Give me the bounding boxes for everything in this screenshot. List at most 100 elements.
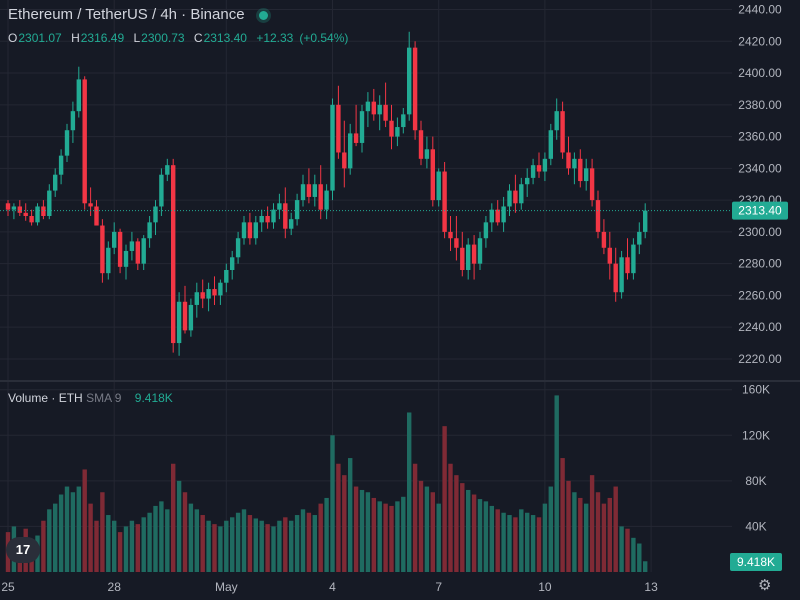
candle[interactable] [29, 209, 34, 226]
candle[interactable] [312, 174, 317, 207]
candle[interactable] [23, 203, 28, 221]
candle[interactable] [507, 184, 512, 216]
candle[interactable] [625, 238, 630, 280]
volume-axis[interactable]: 40K 80K 120K 160K [742, 383, 770, 534]
candle[interactable] [318, 165, 323, 220]
candle[interactable] [224, 263, 229, 293]
candle[interactable] [454, 216, 459, 261]
candle[interactable] [353, 104, 359, 147]
candle[interactable] [294, 193, 300, 226]
candle[interactable] [76, 66, 81, 118]
candle[interactable] [300, 174, 306, 207]
candle[interactable] [466, 238, 471, 280]
candle[interactable] [306, 168, 312, 204]
candle[interactable] [259, 209, 264, 232]
candle[interactable] [448, 216, 453, 251]
candle[interactable] [194, 282, 199, 318]
candle[interactable] [200, 279, 205, 309]
candle[interactable] [513, 174, 518, 213]
candle[interactable] [147, 216, 152, 248]
candle[interactable] [271, 203, 276, 229]
candle[interactable] [176, 292, 182, 356]
candle[interactable] [35, 203, 40, 226]
candle[interactable] [58, 149, 64, 185]
candle[interactable] [153, 200, 158, 236]
candle[interactable] [389, 104, 394, 150]
candlestick-series[interactable] [5, 31, 648, 356]
candle[interactable] [643, 203, 648, 239]
candle[interactable] [182, 285, 188, 334]
candle[interactable] [5, 200, 11, 216]
candle[interactable] [554, 98, 559, 140]
candle[interactable] [342, 120, 347, 188]
candle[interactable] [212, 276, 217, 305]
time-axis[interactable]: 25 28 May 4 7 10 13 [1, 580, 658, 594]
candle[interactable] [241, 216, 247, 245]
candle[interactable] [637, 222, 642, 255]
candle[interactable] [218, 279, 223, 305]
candle[interactable] [47, 184, 52, 220]
candle[interactable] [141, 235, 146, 270]
candle[interactable] [501, 196, 506, 232]
interval[interactable]: 4h [160, 6, 177, 23]
candle[interactable] [371, 88, 376, 121]
candle[interactable] [578, 149, 583, 188]
gear-icon[interactable]: ⚙ [758, 577, 772, 594]
candle[interactable] [460, 231, 465, 277]
candle[interactable] [265, 206, 270, 229]
candle[interactable] [230, 250, 235, 280]
candle[interactable] [412, 41, 418, 140]
candle[interactable] [477, 231, 483, 270]
candle[interactable] [17, 200, 22, 216]
candle[interactable] [253, 216, 258, 245]
candle[interactable] [206, 282, 211, 312]
candle[interactable] [471, 235, 477, 280]
candle[interactable] [235, 231, 241, 264]
candle[interactable] [82, 76, 87, 210]
candle[interactable] [117, 228, 123, 274]
candle[interactable] [560, 101, 565, 159]
candle[interactable] [613, 247, 618, 302]
candle[interactable] [401, 108, 406, 134]
candle[interactable] [330, 98, 335, 201]
candle[interactable] [70, 101, 76, 143]
candle[interactable] [418, 120, 424, 166]
price-axis[interactable]: 2220.002240.002260.002280.002300.002320.… [738, 3, 782, 366]
candle[interactable] [631, 238, 636, 280]
candle[interactable] [377, 95, 382, 131]
candle[interactable] [359, 104, 365, 153]
candle[interactable] [430, 136, 435, 207]
candle[interactable] [283, 187, 288, 239]
candle[interactable] [619, 250, 624, 299]
candle[interactable] [41, 200, 46, 220]
candle[interactable] [424, 136, 430, 169]
candle[interactable] [348, 123, 353, 175]
candle[interactable] [53, 168, 58, 197]
candle[interactable] [572, 152, 577, 185]
candle[interactable] [607, 231, 612, 280]
candle[interactable] [530, 158, 536, 185]
candle[interactable] [165, 158, 170, 182]
candle[interactable] [171, 158, 176, 353]
candle[interactable] [436, 168, 441, 207]
candle[interactable] [94, 200, 99, 226]
candle[interactable] [595, 190, 601, 239]
candle[interactable] [383, 82, 388, 128]
candle[interactable] [525, 168, 530, 197]
candle[interactable] [100, 219, 105, 283]
volume-legend[interactable]: Volume · ETH SMA 9 9.418K [8, 391, 173, 405]
candle[interactable] [483, 216, 489, 248]
candle[interactable] [489, 203, 494, 232]
candle[interactable] [106, 241, 111, 280]
candle[interactable] [247, 212, 253, 245]
candle[interactable] [135, 238, 140, 270]
candle[interactable] [365, 92, 371, 128]
candle[interactable] [324, 184, 329, 220]
candle[interactable] [88, 187, 93, 216]
candle[interactable] [548, 123, 553, 166]
candle[interactable] [188, 298, 194, 337]
candle[interactable] [442, 162, 447, 239]
candle[interactable] [11, 203, 17, 220]
candle[interactable] [129, 231, 135, 261]
